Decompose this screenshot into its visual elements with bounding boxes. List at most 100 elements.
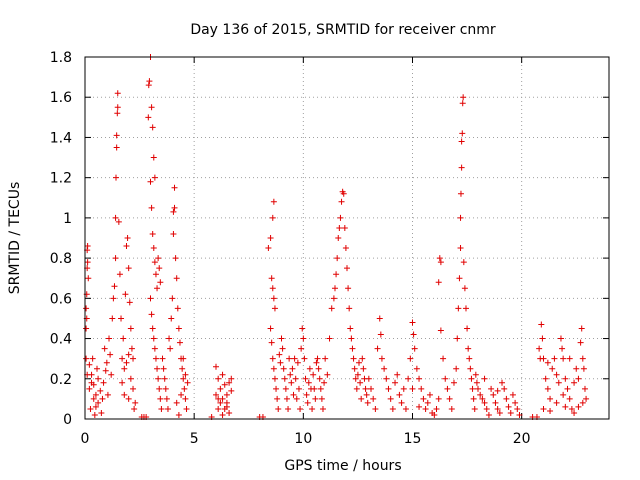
data-point — [400, 385, 407, 392]
data-point — [275, 405, 282, 412]
data-point — [228, 375, 235, 382]
data-point — [123, 243, 130, 250]
data-point — [126, 299, 133, 306]
data-point — [183, 405, 190, 412]
data-point — [457, 190, 464, 197]
data-point — [544, 359, 551, 366]
data-point — [562, 403, 569, 410]
data-point — [571, 409, 578, 416]
data-point — [459, 100, 466, 107]
data-point — [293, 395, 300, 402]
data-point — [92, 391, 99, 398]
data-point — [169, 295, 176, 302]
data-point — [470, 395, 477, 402]
data-point — [351, 365, 358, 372]
data-point — [150, 335, 157, 342]
data-point — [103, 359, 110, 366]
data-point — [86, 361, 93, 368]
data-point — [538, 321, 545, 328]
data-point — [422, 405, 429, 412]
data-point — [176, 339, 183, 346]
data-point — [499, 379, 506, 386]
data-point — [462, 305, 469, 312]
data-point — [544, 385, 551, 392]
data-point — [294, 359, 301, 366]
data-point — [405, 375, 412, 382]
data-point — [416, 375, 423, 382]
data-point — [455, 305, 462, 312]
data-point — [334, 255, 341, 262]
data-point — [352, 375, 359, 382]
data-point — [127, 325, 134, 332]
data-point — [542, 375, 549, 382]
data-point — [157, 395, 164, 402]
data-point — [389, 405, 396, 412]
data-point — [342, 245, 349, 252]
data-point — [89, 355, 96, 362]
data-point — [161, 375, 168, 382]
data-point — [459, 130, 466, 137]
data-point — [124, 235, 131, 241]
data-point — [387, 395, 394, 402]
data-point — [151, 174, 158, 181]
data-point — [123, 359, 130, 366]
data-point — [273, 385, 280, 392]
data-point — [184, 379, 191, 386]
data-points — [83, 54, 590, 420]
data-point — [471, 405, 478, 412]
data-point — [109, 315, 116, 322]
data-point — [295, 385, 302, 392]
data-point — [300, 335, 307, 342]
data-point — [383, 375, 390, 382]
data-point — [539, 335, 546, 342]
data-point — [122, 291, 129, 298]
data-point — [83, 325, 90, 332]
data-point — [448, 405, 455, 412]
data-point — [274, 395, 281, 402]
data-point — [270, 198, 277, 205]
data-point — [492, 399, 499, 406]
data-point — [267, 235, 274, 241]
data-point — [305, 379, 312, 386]
y-tick-label: 1.2 — [50, 171, 72, 187]
data-point — [402, 405, 409, 412]
data-point — [356, 359, 363, 366]
data-point — [270, 365, 277, 372]
data-point — [290, 391, 297, 398]
data-point — [173, 275, 180, 282]
data-point — [560, 391, 567, 398]
data-point — [540, 355, 547, 362]
data-point — [336, 224, 343, 231]
data-point — [322, 355, 329, 362]
data-point — [549, 365, 556, 372]
data-point — [159, 355, 166, 362]
x-tick-label: 5 — [190, 431, 199, 447]
data-point — [467, 365, 474, 372]
data-point — [420, 395, 427, 402]
data-point — [147, 178, 154, 185]
data-point — [288, 379, 295, 386]
data-point — [559, 345, 566, 352]
data-point — [130, 355, 137, 362]
data-point — [147, 295, 154, 302]
data-point — [431, 411, 438, 418]
data-point — [335, 235, 342, 241]
data-point — [104, 391, 111, 398]
data-point — [368, 385, 375, 392]
data-point — [340, 190, 347, 197]
y-tick-label: 0.4 — [50, 332, 72, 348]
data-point — [121, 391, 128, 398]
data-point — [181, 385, 188, 392]
data-point — [155, 255, 162, 262]
data-point — [479, 395, 486, 402]
data-point — [171, 184, 178, 191]
data-point — [306, 365, 313, 372]
data-point — [217, 399, 224, 406]
data-point — [149, 124, 156, 131]
data-point — [416, 403, 423, 410]
data-point — [152, 271, 159, 278]
data-point — [148, 204, 155, 211]
data-point — [488, 385, 495, 392]
data-point — [577, 339, 584, 346]
data-point — [217, 385, 224, 392]
